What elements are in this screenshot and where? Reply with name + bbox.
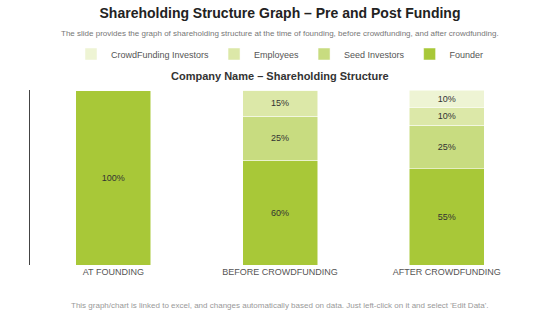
svg-text:This graph/chart is linked to: This graph/chart is linked to excel, and…: [71, 301, 489, 310]
svg-text:Seed Investors: Seed Investors: [344, 50, 405, 60]
svg-text:15%: 15%: [271, 98, 289, 108]
svg-text:BEFORE CROWDFUNDING: BEFORE CROWDFUNDING: [222, 267, 338, 277]
svg-text:100%: 100%: [102, 173, 125, 183]
svg-text:25%: 25%: [438, 142, 456, 152]
svg-text:Shareholding Structure Graph –: Shareholding Structure Graph – Pre and P…: [100, 5, 461, 21]
svg-text:55%: 55%: [438, 212, 456, 222]
svg-text:10%: 10%: [438, 94, 456, 104]
svg-text:CrowdFunding Investors: CrowdFunding Investors: [111, 50, 209, 60]
svg-text:25%: 25%: [271, 133, 289, 143]
svg-text:10%: 10%: [438, 111, 456, 121]
svg-text:Employees: Employees: [254, 50, 299, 60]
svg-text:AT FOUNDING: AT FOUNDING: [83, 267, 144, 277]
svg-text:Founder: Founder: [450, 50, 484, 60]
svg-text:60%: 60%: [271, 208, 289, 218]
svg-text:The slide provides the graph o: The slide provides the graph of sharehol…: [61, 29, 499, 38]
svg-text:Company Name – Shareholding St: Company Name – Shareholding Structure: [171, 70, 389, 82]
svg-text:AFTER CROWDFUNDING: AFTER CROWDFUNDING: [393, 267, 501, 277]
